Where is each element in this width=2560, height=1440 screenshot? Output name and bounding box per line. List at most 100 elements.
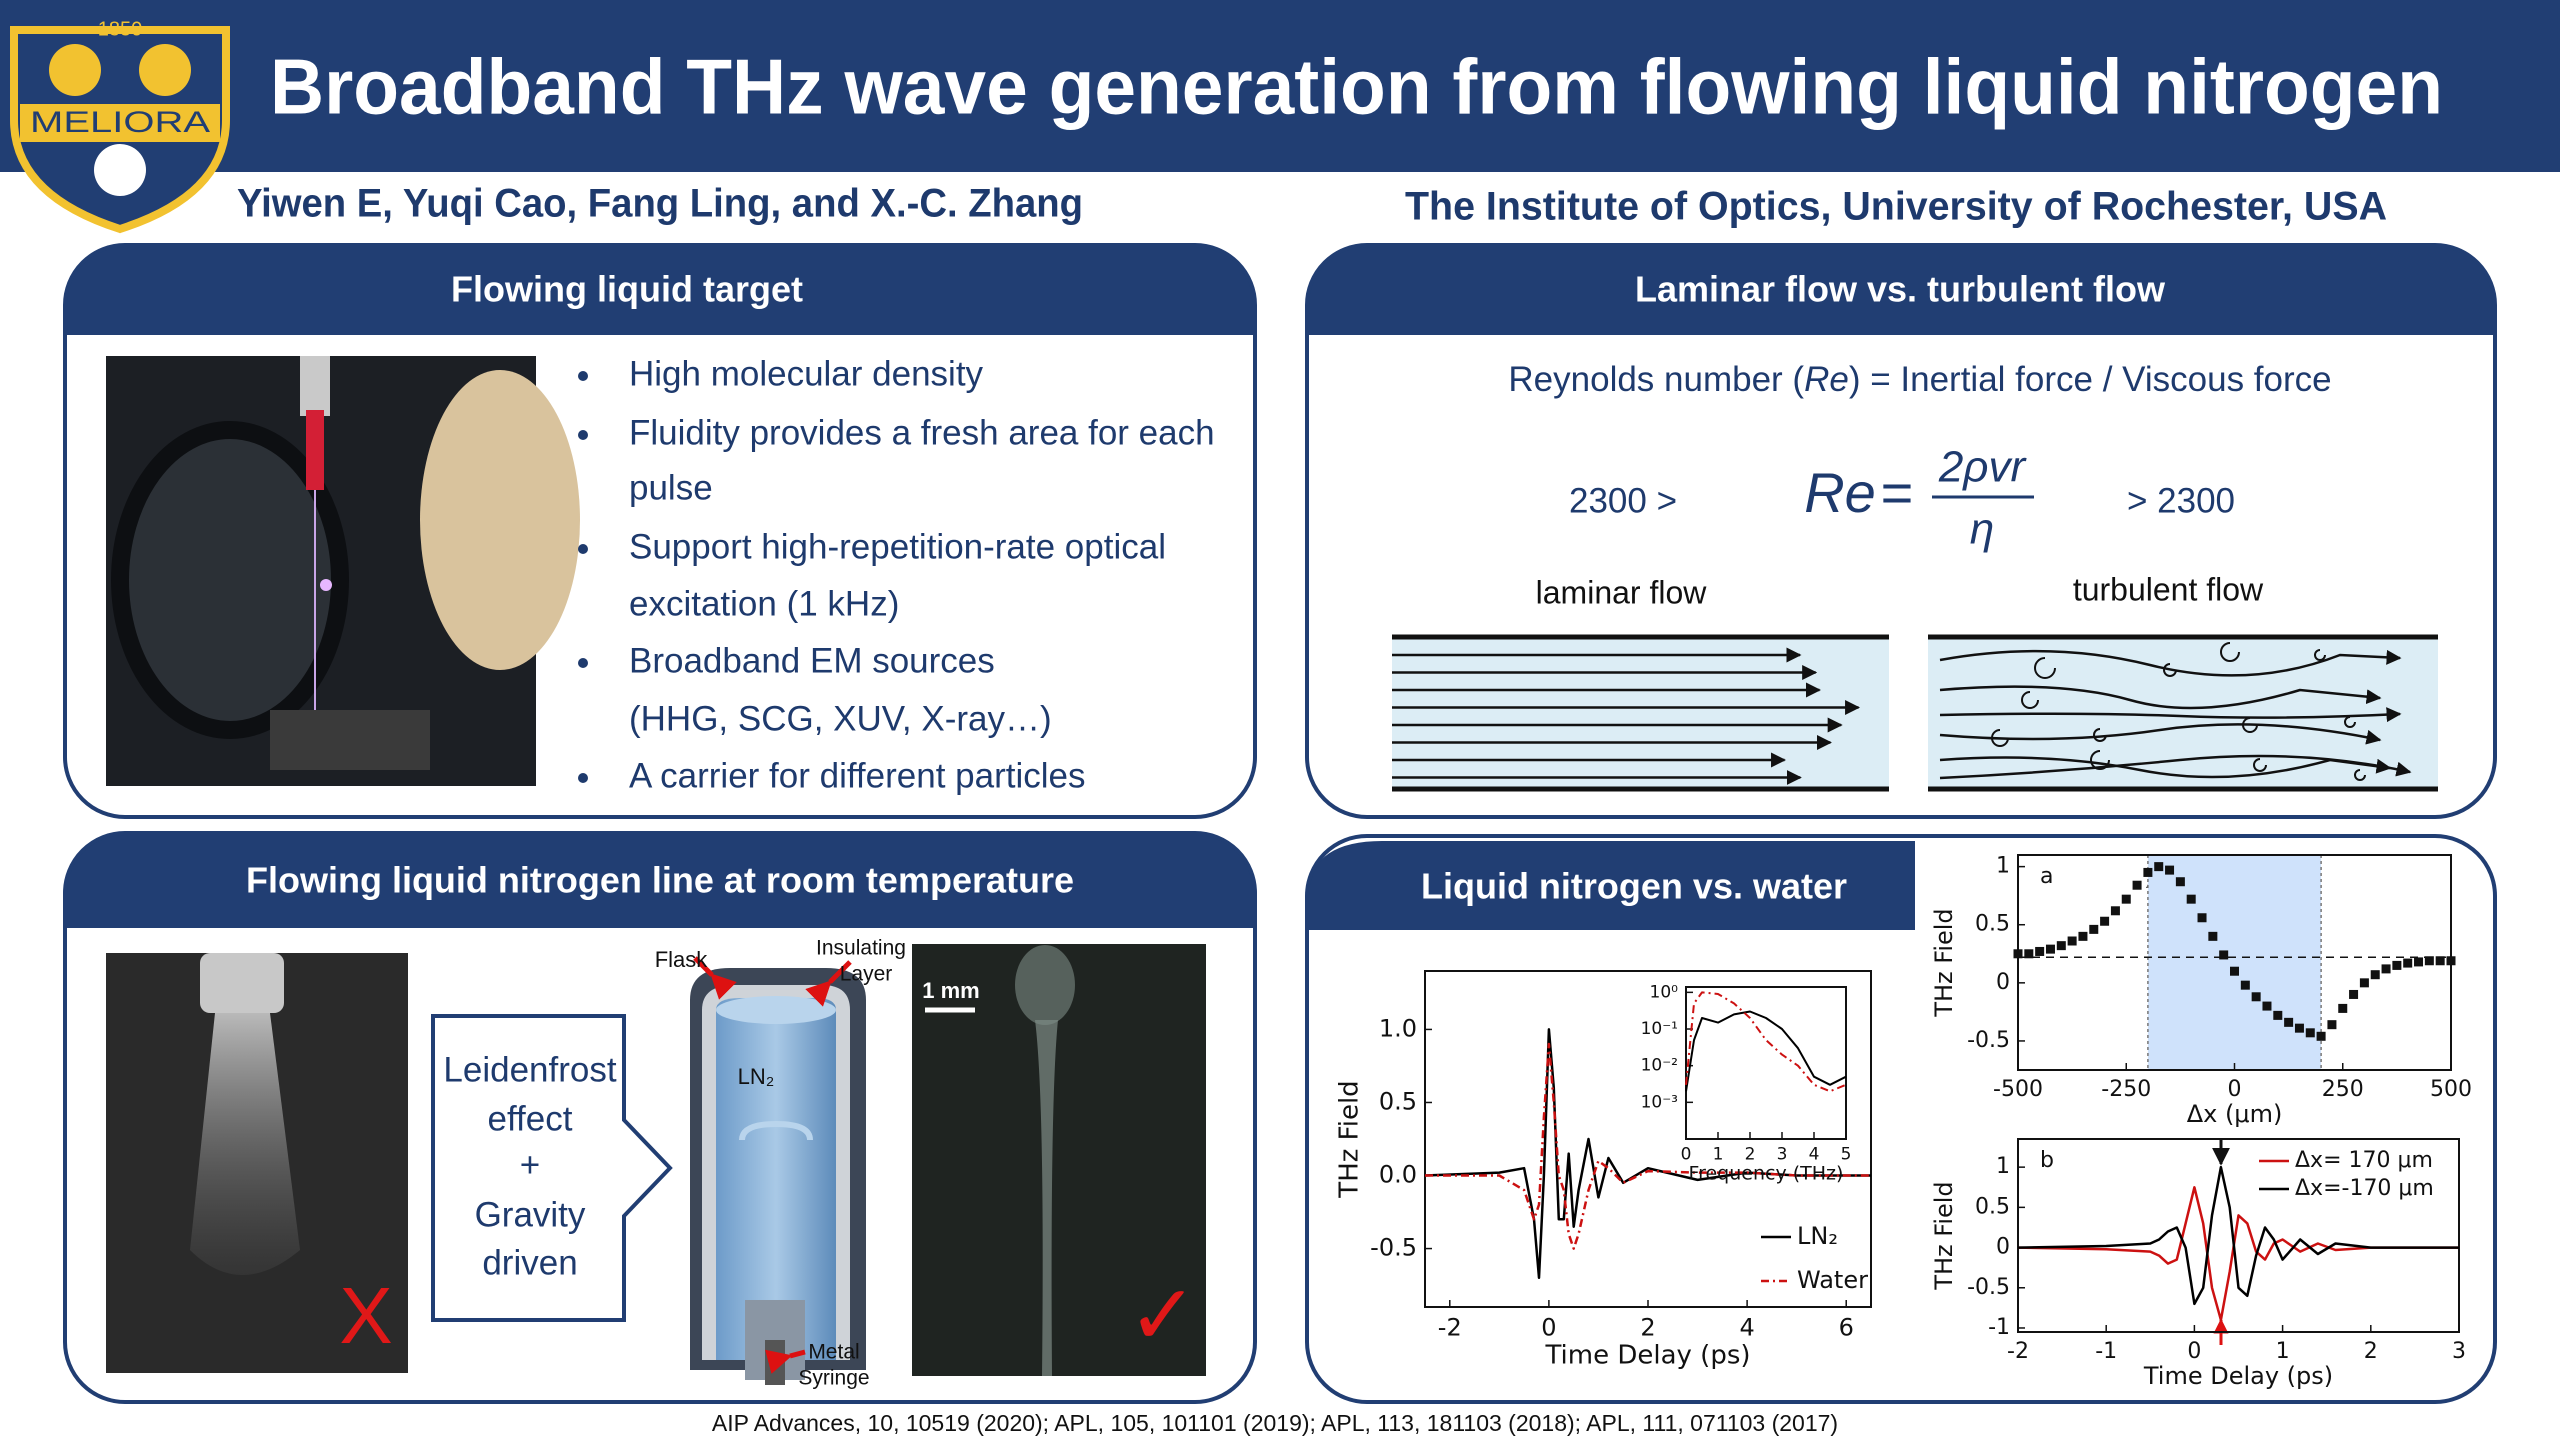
x-tick-label: 6	[1839, 1314, 1854, 1342]
bullet-dot	[578, 371, 588, 381]
x-tick-label: 0	[1681, 1144, 1692, 1164]
panel-label: a	[2040, 864, 2053, 889]
panel-frame	[1305, 243, 2497, 819]
mechanism-line: Gravity	[475, 1195, 586, 1234]
bullet-text: Broadband EM sources	[629, 641, 995, 680]
syringe-label: Metal	[808, 1341, 859, 1364]
x-tick-label: 250	[2322, 1077, 2364, 1102]
scale-bar-label: 1 mm	[922, 978, 979, 1003]
laminar-condition: 2300 >	[1569, 481, 1677, 520]
reynolds-definition: Reynolds number (Re) = Inertial force / …	[1508, 360, 2331, 399]
insulating-label: Insulating	[816, 937, 906, 960]
authors: Yiwen E, Yuqi Cao, Fang Ling, and X.-C. …	[237, 182, 1083, 226]
plot-frame	[2017, 1138, 2460, 1333]
point	[2392, 960, 2402, 970]
photo-syringe	[300, 356, 330, 416]
panel-header	[1307, 841, 1915, 930]
photo-line	[912, 944, 1206, 1376]
point	[2067, 936, 2077, 946]
equation-numerator: 2ρvr	[1938, 443, 2028, 492]
streamline	[1939, 723, 2382, 745]
eddy	[2090, 750, 2110, 770]
x-tick-label: 500	[2430, 1077, 2472, 1102]
eddy	[2242, 717, 2258, 733]
affiliation: The Institute of Optics, University of R…	[1405, 185, 2387, 229]
legend-label: LN₂	[1797, 1222, 1838, 1250]
point	[2284, 1017, 2294, 1027]
y-tick-label: 1	[1996, 1154, 2010, 1179]
turbulent-label: turbulent flow	[2073, 571, 2264, 607]
mechanism-text: Leidenfrost effect + Gravity driven	[443, 1050, 616, 1282]
point	[2262, 1001, 2272, 1011]
point	[2110, 906, 2120, 916]
syringe-tip	[765, 1340, 785, 1385]
panel-target: Flowing liquid target	[63, 243, 1257, 819]
panel-heading: Laminar flow vs. turbulent flow	[1635, 269, 2166, 310]
footer-references: AIP Advances, 10, 10519 (2020); APL, 105…	[712, 1410, 1838, 1436]
photo-mount	[270, 710, 430, 770]
y-tick-label: 0	[1996, 970, 2010, 995]
y-tick-label: 1	[1996, 854, 2010, 879]
eddy	[2314, 649, 2326, 661]
bullet-dot	[578, 658, 588, 668]
flask-surface	[716, 996, 836, 1024]
x-tick-label: 5	[1841, 1144, 1852, 1164]
logo-book	[49, 44, 101, 96]
y-tick-label: 0.0	[1379, 1161, 1417, 1189]
point	[2121, 894, 2131, 904]
point	[2230, 966, 2239, 976]
x-tick-label: 3	[2452, 1339, 2466, 1364]
point	[2013, 949, 2023, 959]
point	[2165, 865, 2175, 875]
photo-spot	[320, 579, 332, 591]
y-tick-label: -1	[1988, 1315, 2010, 1340]
chart: -500 -250 0 250 500 1 0.5 0 -0.5 Δx (μm) THz Field…	[1930, 854, 2472, 1128]
panel-frame	[1305, 834, 2497, 1404]
legend-label: Δx=-170 μm	[2295, 1176, 2434, 1201]
x-tick-label: -250	[2101, 1077, 2151, 1102]
eddy	[2163, 663, 2177, 677]
y-tick-label: -0.5	[1967, 1028, 2010, 1053]
y-axis-label: THz Field	[1930, 908, 1958, 1017]
shaded-range	[2147, 855, 2322, 1070]
ln2-label: LN₂	[738, 1064, 775, 1089]
y-tick-label: 0.5	[1975, 912, 2010, 937]
point	[2349, 989, 2359, 999]
photo-disc	[420, 370, 580, 670]
point	[2089, 924, 2099, 934]
point	[2359, 978, 2369, 988]
streamline	[1939, 707, 2402, 723]
x-tick-label: 2	[1745, 1144, 1756, 1164]
chart: -2 0 2 4 6 1.0 0.5 0.0 -0.5 Time Delay (ps) THz Fi…	[1335, 970, 1872, 1371]
logo-staff	[94, 144, 146, 196]
insulating-label: Layer	[840, 963, 893, 986]
bullet-text: A carrier for different particles	[629, 756, 1086, 795]
text-part: Re	[1804, 360, 1849, 399]
text-part: ) = Inertial force / Viscous force	[1849, 360, 2332, 399]
point	[2240, 980, 2250, 990]
series-line	[1424, 1028, 1871, 1280]
logo-lyre	[139, 44, 191, 96]
y-tick-label: -0.5	[1967, 1275, 2010, 1300]
point	[2186, 894, 2196, 904]
bullet-text: pulse	[629, 468, 713, 507]
series-line	[1685, 991, 1847, 1093]
point	[2403, 958, 2413, 968]
equation-lhs: Re	[1804, 461, 1876, 524]
equation-denominator: η	[1970, 505, 1994, 554]
text-part: Reynolds number (	[1508, 360, 1804, 399]
panel-heading: Flowing liquid nitrogen line at room tem…	[246, 860, 1074, 901]
laminar-label: laminar flow	[1536, 574, 1708, 610]
bullet-dot	[578, 544, 588, 554]
bullet-text: High molecular density	[629, 354, 984, 393]
bullet-dot	[578, 773, 588, 783]
streamline	[1939, 754, 2412, 780]
point	[2219, 950, 2229, 960]
y-tick-label: 10⁰	[1650, 982, 1679, 1002]
eddy	[2253, 758, 2267, 772]
flask-label: Flask	[655, 947, 709, 972]
point	[2370, 970, 2380, 980]
point	[2208, 931, 2218, 941]
turbulent-pipe	[1928, 634, 2438, 792]
eddy	[2220, 642, 2240, 662]
